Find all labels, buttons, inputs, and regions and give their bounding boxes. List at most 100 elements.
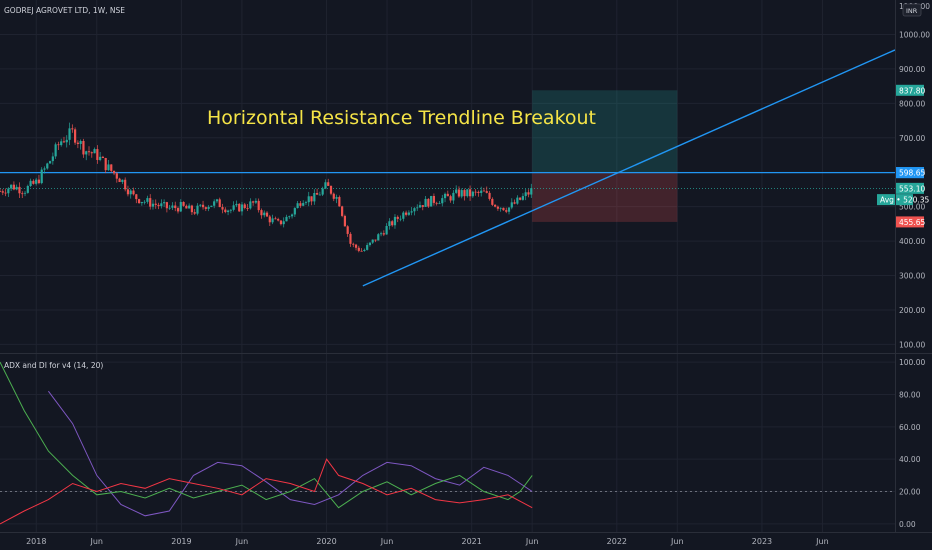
candle <box>107 159 110 171</box>
candle <box>302 200 305 207</box>
candle <box>201 200 205 210</box>
candle-body <box>421 205 424 207</box>
candle <box>441 194 444 207</box>
candle <box>140 201 143 206</box>
price-badge[interactable]: 837.80 <box>896 84 925 96</box>
candle-body <box>54 144 57 157</box>
candle-body <box>21 193 24 195</box>
candle-body <box>85 151 88 155</box>
indicator-legend[interactable]: ADX and DI for v4 (14, 20) <box>4 361 103 370</box>
price-badge[interactable]: Avg • 520.35 <box>877 194 930 206</box>
candle-body <box>188 205 191 209</box>
candle <box>79 139 82 150</box>
candle <box>126 185 130 197</box>
candle <box>171 202 174 210</box>
candle-body <box>346 226 349 234</box>
candle <box>521 193 525 201</box>
candle <box>377 233 380 241</box>
candle <box>402 211 405 222</box>
time-tick-label: 2019 <box>171 537 191 546</box>
candle <box>474 189 477 196</box>
candle <box>496 205 499 211</box>
candle <box>160 199 163 209</box>
price-badge[interactable]: 455.65 <box>896 216 925 228</box>
candle-body <box>282 221 285 225</box>
chart-annotation[interactable]: Horizontal Resistance Trendline Breakout <box>207 107 596 129</box>
trendlines[interactable] <box>362 49 896 287</box>
time-tick-label: 2021 <box>462 537 482 546</box>
candle <box>168 204 171 210</box>
price-badge[interactable]: 598.65 <box>896 167 925 179</box>
candle-body <box>441 198 444 204</box>
candle <box>271 214 274 225</box>
candle <box>374 239 377 243</box>
candle <box>110 164 113 173</box>
time-tick-label: 2020 <box>316 537 336 546</box>
candle <box>277 217 280 222</box>
candle-body <box>302 203 305 206</box>
candle <box>310 196 313 206</box>
candle-body <box>215 199 219 202</box>
candle-body <box>516 197 519 204</box>
candle-body <box>290 214 294 217</box>
candle <box>176 206 180 214</box>
candle <box>132 187 135 196</box>
candle <box>341 205 344 218</box>
candle <box>468 185 472 201</box>
candle-body <box>457 189 461 197</box>
candle <box>368 242 372 247</box>
candle <box>480 186 483 197</box>
candle-body <box>171 205 174 208</box>
candle <box>235 200 238 208</box>
candle <box>196 203 199 216</box>
candle <box>285 214 288 222</box>
candle-body <box>357 247 360 251</box>
candle <box>15 184 18 191</box>
candle-body <box>324 182 327 189</box>
candle-body <box>338 197 341 207</box>
candle-body <box>29 180 32 186</box>
candle <box>124 177 127 192</box>
price-badge[interactable]: 553.10 <box>896 182 925 194</box>
candle <box>391 220 394 227</box>
candle-body <box>82 140 85 155</box>
candle <box>332 192 335 202</box>
risk-zone[interactable] <box>532 172 678 222</box>
candle-body <box>124 179 127 190</box>
candle <box>307 191 310 207</box>
profit-zone[interactable] <box>532 90 678 173</box>
candle-body <box>402 212 405 219</box>
candle-body <box>271 218 274 223</box>
series-line-minus_di <box>0 458 533 525</box>
candle-body <box>513 202 516 204</box>
candle <box>213 199 216 209</box>
candle <box>360 248 363 252</box>
candle-body <box>104 157 107 171</box>
candle-body <box>74 129 77 143</box>
rising-trendline[interactable] <box>362 49 896 287</box>
candle <box>315 188 319 195</box>
candle <box>335 194 338 204</box>
currency-button[interactable] <box>902 3 922 17</box>
candle <box>471 190 474 198</box>
candle-body <box>193 212 196 214</box>
candle-body <box>519 197 522 200</box>
candle <box>505 207 508 214</box>
candle <box>137 198 141 204</box>
candle-body <box>393 216 397 226</box>
symbol-legend[interactable]: GODREJ AGROVET LTD, 1W, NSE <box>4 6 125 15</box>
candle-body <box>352 243 355 245</box>
candle-body <box>48 161 52 164</box>
long-position-tool[interactable] <box>532 90 678 222</box>
candle-body <box>252 201 255 203</box>
candle <box>405 210 408 217</box>
price-candles <box>0 122 533 253</box>
candle-body <box>35 179 38 184</box>
candle-body <box>494 204 497 207</box>
candle <box>54 142 57 159</box>
candle-body <box>1 191 4 193</box>
candle-body <box>374 239 377 241</box>
candle-body <box>149 198 152 207</box>
candle <box>215 198 219 204</box>
